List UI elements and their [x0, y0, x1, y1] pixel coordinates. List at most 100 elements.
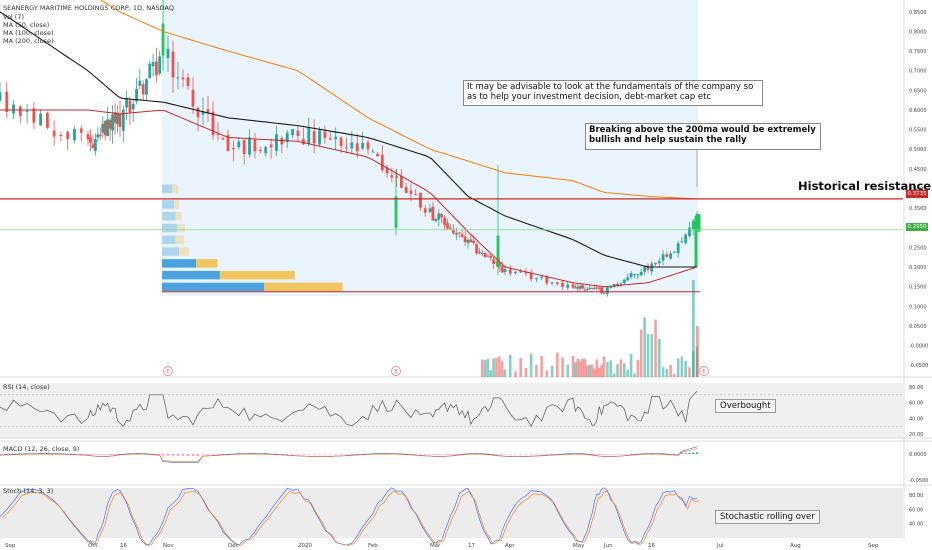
legend-ma50[interactable]: MA (50, close)	[3, 21, 50, 29]
macd-histogram-bar	[96, 453, 100, 455]
macd-histogram-bar	[550, 453, 554, 455]
candle-body	[231, 148, 235, 150]
macd-histogram-bar	[201, 453, 205, 455]
time-axis-tick: Dec	[228, 543, 239, 549]
macd-histogram-bar	[99, 453, 102, 455]
stoch-label[interactable]: Stoch (14, 3, 3)	[3, 487, 54, 495]
macd-histogram-bar	[196, 453, 200, 456]
candle-body	[138, 80, 142, 86]
candle-body	[394, 196, 398, 228]
candle-body	[665, 254, 669, 257]
candle-body	[434, 218, 438, 222]
rsi-axis-tick: 20.00	[909, 432, 923, 438]
macd-histogram-bar	[191, 453, 195, 456]
candle-body	[680, 241, 684, 243]
candle-body	[280, 137, 284, 145]
candle-body	[264, 147, 268, 154]
overbought-note[interactable]: Overbought	[715, 399, 776, 413]
candle-body	[186, 77, 190, 86]
candle-body	[657, 261, 661, 264]
macd-histogram-bar	[489, 453, 492, 455]
macd-histogram-bar	[540, 453, 543, 455]
macd-histogram-bar	[91, 453, 95, 455]
legend-volume[interactable]: Vol (7)	[3, 13, 24, 21]
volume-bar	[576, 358, 580, 377]
macd-histogram-bar	[437, 453, 440, 455]
candle-body	[440, 213, 444, 218]
price-axis-tick: 0.1500	[909, 285, 927, 291]
volume-profile-up-bar	[162, 200, 174, 209]
macd-histogram-bar	[221, 453, 225, 455]
volume-profile-down-bar	[179, 247, 190, 256]
candle-body	[480, 252, 484, 254]
volume-bar	[650, 334, 654, 377]
volume-bar	[524, 367, 528, 377]
candle-body	[602, 292, 606, 294]
earnings-event-label: E	[394, 369, 398, 375]
price-axis-tick: -0.0500	[909, 363, 928, 369]
macd-histogram-bar	[626, 453, 629, 455]
time-axis-tick: May	[573, 543, 585, 549]
fundamentals-note-text: It may be advisable to look at the funda…	[467, 82, 754, 102]
macd-histogram-bar	[104, 453, 107, 455]
macd-histogram-bar	[334, 453, 337, 455]
volume-profile-down-bar	[177, 223, 185, 233]
candle-body	[395, 176, 399, 178]
volume-bar	[578, 361, 582, 377]
candle-body	[79, 128, 83, 133]
macd-histogram-bar	[80, 453, 83, 455]
candle-body	[619, 283, 623, 285]
macd-histogram-bar	[673, 453, 676, 455]
candle-body	[98, 134, 102, 137]
macd-histogram-bar	[500, 453, 504, 455]
earnings-event-label: E	[702, 369, 706, 375]
candle-body	[636, 274, 640, 276]
macd-histogram-bar	[176, 453, 180, 456]
macd-histogram-bar	[680, 453, 684, 455]
macd-histogram-bar	[629, 453, 633, 455]
volume-bar	[623, 363, 626, 377]
candle-body	[96, 134, 100, 138]
time-axis-tick: 17	[468, 543, 475, 549]
volume-profile-up-bar	[162, 223, 178, 233]
legend-ma200[interactable]: MA (200, close)	[3, 37, 54, 45]
stochastic-note[interactable]: Stochastic rolling over	[715, 510, 820, 524]
volume-bar	[514, 371, 517, 377]
legend-ma100[interactable]: MA (100, close)	[3, 29, 54, 37]
macd-histogram-bar	[440, 453, 443, 455]
candle-body	[296, 130, 300, 136]
price-axis-tick: -0.0000	[909, 344, 928, 350]
candle-body	[91, 144, 95, 149]
volume-bar	[495, 357, 498, 377]
candle-body	[600, 287, 604, 293]
macd-histogram-bar	[161, 453, 165, 456]
candle-body	[595, 287, 599, 289]
volume-bar	[503, 369, 507, 377]
candle-body	[103, 120, 107, 136]
candle-body	[469, 239, 473, 243]
rsi-label[interactable]: RSI (14, close)	[3, 383, 50, 391]
breakout-note[interactable]: Breaking above the 200ma would be extrem…	[585, 123, 821, 150]
volume-bar	[561, 357, 564, 377]
candle-body	[25, 110, 29, 112]
macd-histogram-bar	[307, 453, 310, 455]
volume-bar	[680, 356, 684, 377]
candle-body	[106, 119, 110, 137]
price-axis-tick: 0.5500	[909, 128, 927, 134]
fundamentals-note[interactable]: It may be advisable to look at the funda…	[463, 80, 763, 106]
candle-body	[145, 79, 148, 95]
candle-body	[301, 139, 305, 145]
candle-body	[5, 91, 9, 113]
time-axis-tick: Apr	[505, 543, 515, 549]
time-axis-tick: Oct	[88, 543, 98, 549]
macd-label[interactable]: MACD (12, 26, close, 9)	[3, 445, 80, 453]
volume-bar	[574, 362, 577, 377]
candle-body	[161, 23, 165, 55]
candle-body	[646, 265, 650, 270]
macd-histogram-bar	[424, 453, 427, 455]
candle-body	[171, 51, 175, 78]
macd-histogram-bar	[609, 453, 612, 455]
volume-bar	[669, 365, 672, 377]
volume-bar	[609, 360, 613, 377]
candle-body	[581, 285, 584, 289]
